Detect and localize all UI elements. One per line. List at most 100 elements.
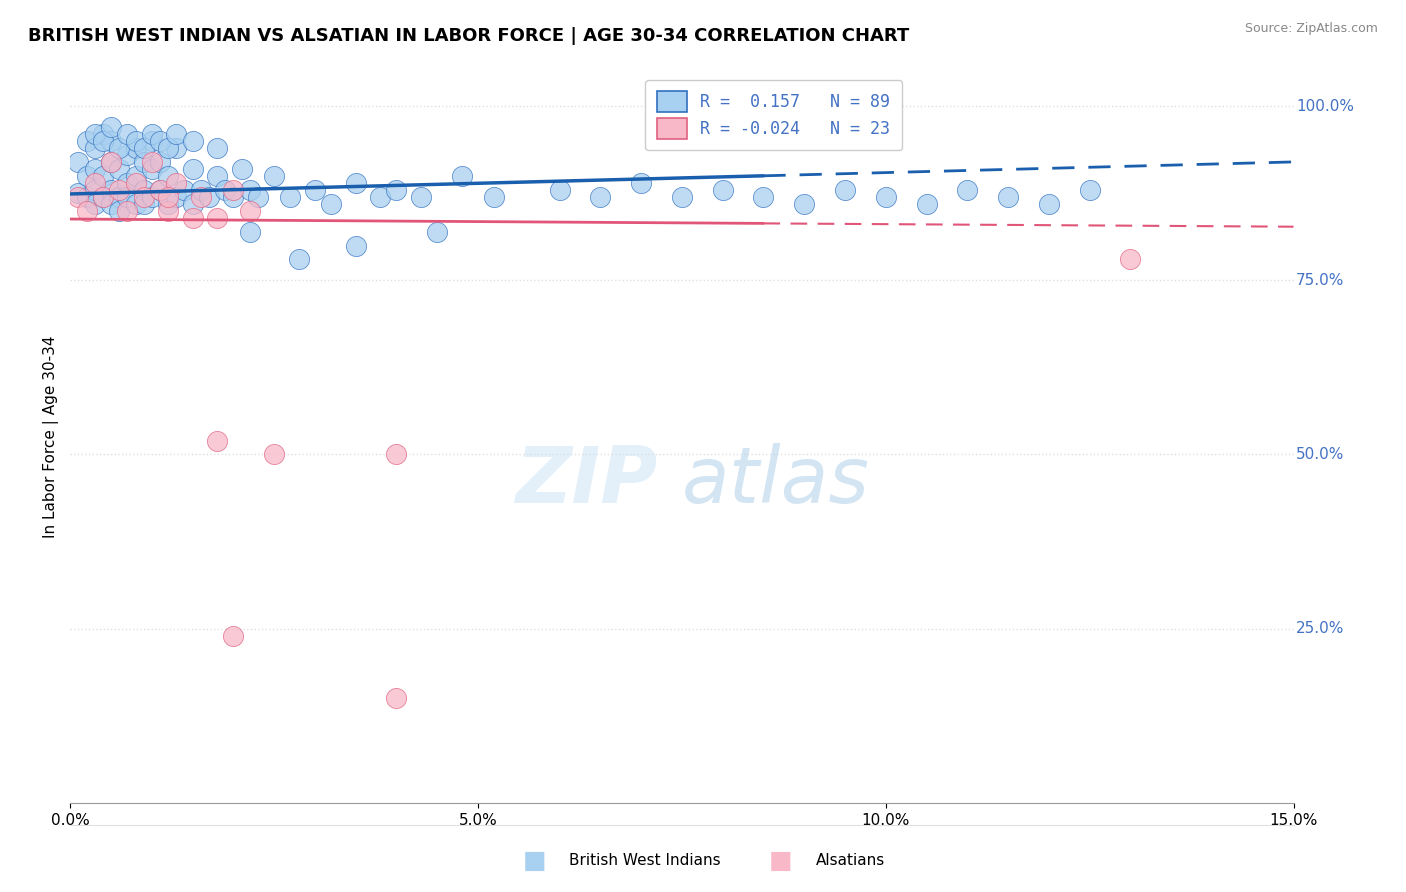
Point [124,196,146,211]
Text: British West Indians: British West Indians [569,854,721,868]
Point [239,225,262,239]
Point [304,183,326,197]
Point [124,141,146,155]
Point [239,183,262,197]
Point [246,190,269,204]
Point [108,141,131,155]
Point [141,134,163,148]
Point [222,629,245,643]
Text: Source: ZipAtlas.com: Source: ZipAtlas.com [1244,22,1378,36]
Point [385,448,408,462]
Point [190,190,212,204]
Point [752,190,775,204]
Point [1119,252,1142,267]
Point [157,190,180,204]
Point [149,183,172,197]
Text: 25.0%: 25.0% [1296,621,1344,636]
Point [76,190,98,204]
Point [956,183,979,197]
Point [589,190,612,204]
Point [83,161,105,176]
Text: atlas: atlas [682,443,870,519]
Point [67,186,90,201]
Point [67,155,90,169]
Point [181,196,204,211]
Point [108,203,131,218]
Point [117,127,139,141]
Point [132,155,155,169]
Point [141,161,163,176]
Point [190,183,212,197]
Point [214,183,236,197]
Point [91,190,114,204]
Point [76,169,98,183]
Point [100,155,122,169]
Point [132,190,155,204]
Text: ■: ■ [523,849,546,872]
Point [83,196,105,211]
Point [165,141,187,155]
Point [409,190,432,204]
Point [205,141,228,155]
Point [385,183,408,197]
Point [117,190,139,204]
Text: 75.0%: 75.0% [1296,273,1344,288]
Point [181,211,204,225]
Point [149,155,172,169]
Point [165,127,187,141]
Point [263,169,285,183]
Point [222,183,245,197]
Point [484,190,506,204]
Point [149,134,172,148]
Point [368,190,391,204]
Point [157,203,180,218]
Point [205,211,228,225]
Point [321,196,343,211]
Point [76,134,98,148]
Point [263,448,285,462]
Text: ZIP: ZIP [515,443,658,519]
Point [450,169,472,183]
Point [222,190,245,204]
Text: BRITISH WEST INDIAN VS ALSATIAN IN LABOR FORCE | AGE 30-34 CORRELATION CHART: BRITISH WEST INDIAN VS ALSATIAN IN LABOR… [28,27,910,45]
Point [108,183,131,197]
Point [344,238,367,252]
Point [141,127,163,141]
Point [100,120,122,134]
Point [181,161,204,176]
Point [141,155,163,169]
Point [231,161,253,176]
Text: 100.0%: 100.0% [1296,99,1354,113]
Point [165,190,187,204]
Point [149,183,172,197]
Point [108,190,131,204]
Point [157,169,180,183]
Point [205,169,228,183]
Text: Alsatians: Alsatians [815,854,884,868]
Point [117,203,139,218]
Point [630,176,652,190]
Point [280,190,302,204]
Point [1038,196,1060,211]
Point [385,691,408,706]
Point [344,176,367,190]
Point [141,190,163,204]
Point [205,434,228,448]
Point [548,183,571,197]
Point [426,225,449,239]
Point [671,190,693,204]
Point [157,141,180,155]
Point [711,183,734,197]
Point [198,190,221,204]
Point [132,196,155,211]
Point [1078,183,1101,197]
Point [239,203,262,218]
Point [117,148,139,162]
Point [834,183,856,197]
Point [91,169,114,183]
Point [124,134,146,148]
Point [91,190,114,204]
Point [83,141,105,155]
Point [67,190,90,204]
Point [100,155,122,169]
